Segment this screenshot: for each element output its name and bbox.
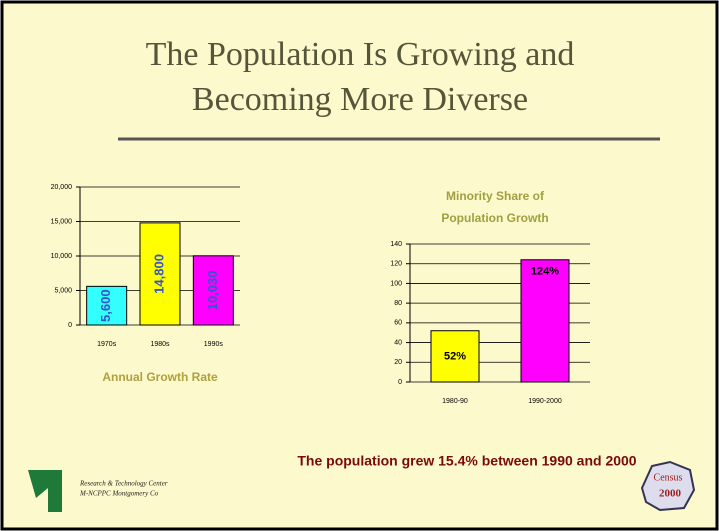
badge-text: Census — [654, 472, 683, 483]
y-tick-label: 140 — [390, 241, 402, 248]
chart-title: Minority Share of — [446, 189, 545, 203]
x-tick-label: 1990-2000 — [528, 398, 562, 405]
y-tick-label: 20 — [394, 359, 402, 366]
logo-icon — [28, 470, 62, 512]
badge-text: 2000 — [659, 488, 682, 500]
y-tick-label: 120 — [390, 261, 402, 268]
y-tick-label: 100 — [390, 280, 402, 287]
bar — [139, 222, 181, 326]
y-tick-label: 80 — [394, 300, 402, 307]
x-tick-label: 1990s — [204, 341, 224, 348]
bar — [430, 330, 480, 383]
y-tick-label: 20,000 — [51, 184, 73, 191]
data-label: 124% — [531, 266, 559, 278]
bar — [86, 285, 128, 326]
y-tick-label: 10,000 — [51, 253, 73, 260]
logo-text: M-NCPPC Montgomery Co — [79, 490, 159, 498]
census-badge — [640, 460, 696, 512]
y-tick-label: 0 — [68, 322, 72, 329]
footer: The population grew 15.4% between 1990 a… — [297, 453, 636, 469]
logo-text: Research & Technology Center — [79, 480, 168, 488]
x-tick-label: 1970s — [97, 341, 117, 348]
slide-title: Becoming More Diverse — [192, 81, 528, 118]
y-tick-label: 40 — [394, 339, 402, 346]
y-tick-label: 0 — [398, 379, 402, 386]
data-label: 14,800 — [151, 254, 166, 294]
chart-title: Population Growth — [441, 211, 548, 225]
slide-title: The Population Is Growing and — [146, 36, 575, 73]
bar — [192, 255, 234, 326]
x-tick-label: 1980s — [150, 341, 170, 348]
data-label: 52% — [444, 350, 466, 362]
x-tick-label: 1980-90 — [442, 398, 468, 405]
x-axis-label: Annual Growth Rate — [102, 370, 218, 384]
y-tick-label: 5,000 — [54, 287, 72, 294]
data-label: 5,600 — [98, 289, 113, 322]
y-tick-label: 15,000 — [51, 218, 73, 225]
bar — [520, 259, 570, 383]
y-tick-label: 60 — [394, 320, 402, 327]
data-label: 10,030 — [205, 271, 220, 311]
